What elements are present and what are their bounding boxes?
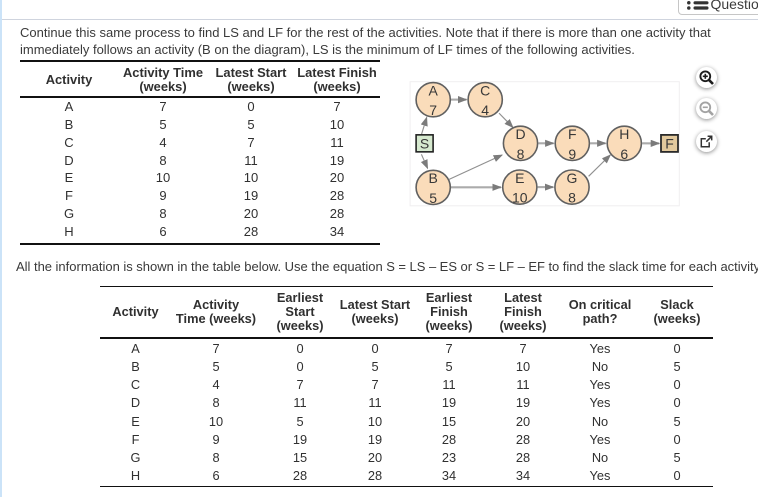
svg-text:G: G: [567, 170, 578, 186]
svg-text:D: D: [515, 126, 525, 142]
svg-text:A: A: [429, 83, 439, 99]
svg-text:10: 10: [512, 190, 528, 206]
svg-text:C: C: [480, 83, 490, 99]
svg-text:F: F: [568, 126, 577, 142]
svg-text:7: 7: [429, 102, 437, 118]
svg-text:B: B: [429, 170, 438, 186]
svg-text:6: 6: [620, 146, 628, 162]
svg-text:9: 9: [568, 146, 576, 162]
svg-text:5: 5: [429, 190, 437, 206]
svg-text:F: F: [665, 135, 674, 151]
svg-text:4: 4: [481, 102, 489, 118]
svg-text:S: S: [420, 135, 429, 151]
svg-text:H: H: [619, 126, 629, 142]
svg-text:E: E: [515, 170, 524, 186]
svg-text:8: 8: [517, 146, 525, 162]
svg-text:8: 8: [568, 190, 576, 206]
